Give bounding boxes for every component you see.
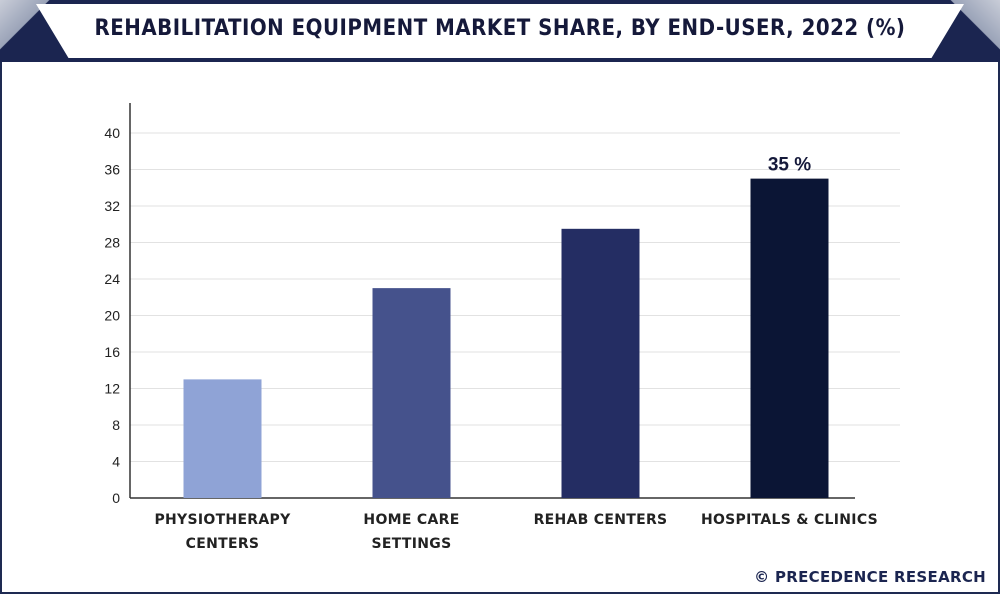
chart-title: REHABILITATION EQUIPMENT MARKET SHARE, B… [94, 16, 906, 41]
x-tick-label: HOME CARE [363, 512, 459, 528]
bar [372, 288, 451, 498]
y-tick-label: 16 [104, 344, 120, 360]
y-tick-label: 36 [104, 162, 120, 178]
source-watermark: © PRECEDENCE RESEARCH [754, 568, 986, 586]
y-tick-label: 0 [112, 490, 120, 506]
x-tick-label: REHAB CENTERS [534, 512, 668, 528]
bar [183, 379, 262, 498]
x-tick-label: SETTINGS [372, 536, 452, 552]
bar [561, 228, 640, 498]
x-tick-label: HOSPITALS & CLINICS [701, 512, 878, 528]
title-header: REHABILITATION EQUIPMENT MARKET SHARE, B… [0, 0, 1000, 62]
y-tick-label: 12 [104, 381, 120, 397]
y-tick-label: 8 [112, 417, 120, 433]
y-tick-label: 4 [112, 454, 120, 470]
y-tick-label: 32 [104, 198, 120, 214]
y-tick-label: 40 [104, 125, 120, 141]
x-tick-label: PHYSIOTHERAPY [154, 512, 291, 528]
y-tick-label: 28 [104, 235, 120, 251]
data-label: 35 % [768, 155, 811, 176]
bar [750, 178, 829, 498]
y-tick-label: 24 [104, 271, 120, 287]
x-tick-label: CENTERS [186, 536, 260, 552]
title-banner [36, 4, 964, 58]
y-tick-label: 20 [104, 308, 120, 324]
